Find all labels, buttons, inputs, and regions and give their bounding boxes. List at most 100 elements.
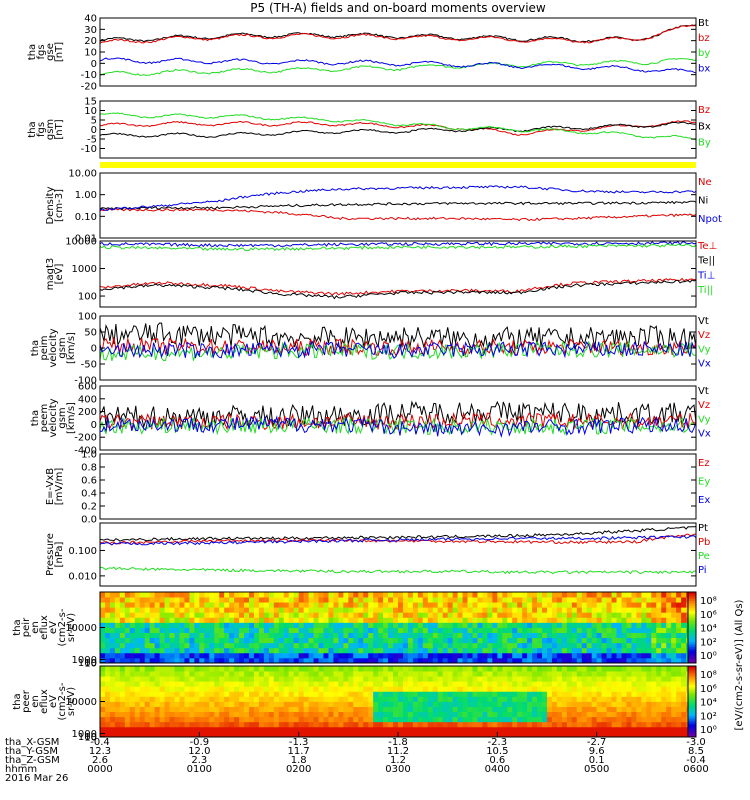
legend-Ey: Ey <box>698 477 710 488</box>
y-tick-label: 100 <box>78 732 97 743</box>
spectrogram-cell <box>641 711 647 718</box>
spectrogram-cell <box>621 701 627 707</box>
spectrogram-cell <box>522 701 528 707</box>
spectrogram-cell <box>412 617 419 623</box>
spectrogram-cell <box>263 627 270 633</box>
spectrogram-cell <box>189 657 195 664</box>
spectrogram-cell <box>407 701 414 707</box>
spectrogram-cell <box>398 731 404 738</box>
spectrogram-cell <box>547 671 553 677</box>
spectrogram-cell <box>109 711 116 718</box>
spectrogram-cell <box>139 647 146 654</box>
spectrogram-cell <box>482 617 488 623</box>
spectrogram-cell <box>661 696 667 702</box>
spectrogram-cell <box>447 716 454 723</box>
spectrogram-cell <box>249 706 255 713</box>
spectrogram-cell <box>641 597 647 603</box>
spectrogram-cell <box>353 676 359 682</box>
spectrogram-cell <box>358 671 364 677</box>
spectrogram-cell <box>383 647 389 654</box>
spectrogram-cell <box>303 617 309 623</box>
spectrogram-cell <box>651 711 657 718</box>
spectrogram-cell <box>492 617 498 623</box>
spectrogram-cell <box>104 716 111 723</box>
spectrogram-cell <box>422 637 429 644</box>
spectrogram-cell <box>333 726 339 733</box>
spectrogram-cell <box>353 607 359 613</box>
spectrogram-cell <box>229 671 235 677</box>
spectrogram-cell <box>144 607 151 613</box>
spectrogram-cell <box>542 731 548 738</box>
spectrogram-cell <box>457 612 463 618</box>
spectrogram-cell <box>427 592 434 598</box>
spectrogram-cell <box>606 627 612 633</box>
spectrogram-cell <box>253 726 260 733</box>
spectrogram-cell <box>343 592 349 598</box>
spectrogram-cell <box>313 701 319 707</box>
spectrogram-cell <box>229 617 235 623</box>
spectrogram-cell <box>224 617 230 623</box>
spectrogram-cell <box>129 666 136 672</box>
spectrogram-cell <box>566 647 573 654</box>
y-tick-label: 0 <box>91 59 97 70</box>
spectrogram-cell <box>234 701 240 707</box>
spectrogram-cell <box>427 652 434 659</box>
spectrogram-cell <box>388 726 394 733</box>
spectrogram-cell <box>472 642 478 649</box>
spectrogram-cell <box>383 612 389 618</box>
spectrogram-cell <box>398 607 404 613</box>
spectrogram-cell <box>144 617 151 623</box>
spectrogram-cell <box>407 607 414 613</box>
spectrogram-cell <box>154 647 160 654</box>
spectrogram-cell <box>581 716 588 723</box>
spectrogram-cell <box>517 711 523 718</box>
spectrogram-cell <box>542 676 548 682</box>
spectrogram-cell <box>576 612 583 618</box>
spectrogram-cell <box>676 622 682 628</box>
spectrogram-cell <box>447 706 454 713</box>
spectrogram-cell <box>477 716 483 723</box>
spectrogram-cell <box>249 686 255 692</box>
y-tick-label: 0 <box>91 125 97 136</box>
spectrogram-cell <box>154 622 160 628</box>
spectrogram-cell <box>184 706 190 713</box>
legend-Vx: Vx <box>698 429 711 440</box>
spectrogram-cell <box>611 706 617 713</box>
spectrogram-cell <box>681 721 687 728</box>
spectrogram-cell <box>343 721 349 728</box>
spectrogram-cell <box>437 681 444 687</box>
spectrogram-cell <box>283 612 290 618</box>
spectrogram-cell <box>626 652 632 659</box>
spectrogram-cell <box>338 666 344 672</box>
spectrogram-cell <box>363 612 369 618</box>
spectrogram-cell <box>338 726 344 733</box>
spectrogram-cell <box>676 647 682 654</box>
spectrogram-cell <box>363 627 369 633</box>
colorbar-cell <box>688 731 696 734</box>
spectrogram-cell <box>681 686 687 692</box>
spectrogram-cell <box>288 642 295 649</box>
spectrogram-cell <box>363 637 369 644</box>
spectrogram-cell <box>328 632 334 639</box>
spectrogram-cell <box>258 686 265 692</box>
spectrogram-cell <box>149 602 156 608</box>
spectrogram-cell <box>383 681 389 687</box>
y-tick-label: 0.010 <box>68 571 97 582</box>
spectrogram-cell <box>472 627 478 633</box>
spectrogram-cell <box>457 716 463 723</box>
spectrogram-cell <box>104 652 111 659</box>
spectrogram-cell <box>219 681 225 687</box>
spectrogram-cell <box>462 691 468 697</box>
spectrogram-cell <box>303 671 309 677</box>
spectrogram-cell <box>676 607 682 613</box>
spectrogram-cell <box>651 731 657 738</box>
spectrogram-cell <box>169 637 175 644</box>
spectrogram-cell <box>268 647 275 654</box>
spectrogram-cell <box>318 652 324 659</box>
spectrogram-cell <box>343 726 349 733</box>
spectrogram-cell <box>407 657 414 664</box>
spectrogram-cell <box>457 647 463 654</box>
spectrogram-cell <box>174 617 180 623</box>
spectrogram-cell <box>278 691 285 697</box>
spectrogram-cell <box>204 622 210 628</box>
